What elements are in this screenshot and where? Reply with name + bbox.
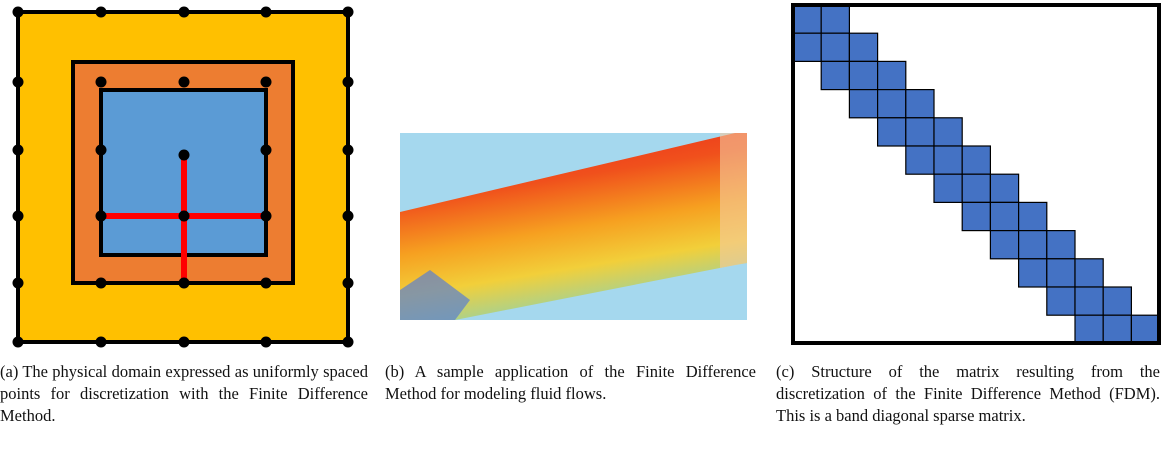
- nonzero-cell: [1074, 286, 1104, 316]
- grid-point: [12, 210, 24, 222]
- panels: [12, 3, 1161, 348]
- nonzero-cell: [1102, 314, 1132, 345]
- grid-point: [178, 210, 190, 222]
- nonzero-cell: [1074, 258, 1104, 288]
- nonzero-cell: [792, 32, 822, 63]
- grid-point: [12, 336, 24, 348]
- grid-point: [12, 277, 24, 289]
- grid-point: [95, 76, 107, 88]
- grid-point: [12, 144, 24, 156]
- nonzero-cell: [989, 230, 1020, 260]
- caption: (c) Structure of the matrix resulting fr…: [776, 362, 1160, 425]
- grid-point: [95, 144, 107, 156]
- grid-point: [178, 6, 190, 18]
- nonzero-cell: [961, 201, 992, 232]
- nonzero-cell: [848, 32, 879, 63]
- nonzero-cell: [1017, 201, 1048, 232]
- grid-point: [178, 76, 190, 88]
- grid-point: [342, 336, 354, 348]
- caption: (a) The physical domain expressed as uni…: [0, 362, 368, 425]
- nonzero-cell: [905, 145, 935, 175]
- grid-point: [12, 6, 24, 18]
- grid-point: [260, 336, 272, 348]
- nonzero-cell: [876, 117, 907, 147]
- sparse-matrix: [791, 3, 1161, 345]
- nonzero-cell: [933, 145, 963, 175]
- grid-point: [342, 144, 354, 156]
- grid-point: [342, 76, 354, 88]
- nonzero-cell: [961, 145, 992, 175]
- nonzero-cell: [905, 117, 935, 147]
- nonzero-cell: [1046, 230, 1076, 260]
- nonzero-cell: [820, 4, 851, 34]
- grid-point: [342, 210, 354, 222]
- nonzero-cell: [820, 32, 851, 63]
- caption: (b) A sample application of the Finite D…: [385, 362, 756, 403]
- nonzero-cell: [905, 88, 935, 119]
- matrix-border: [791, 3, 1161, 345]
- grid-point: [260, 76, 272, 88]
- grid-point: [95, 210, 107, 222]
- grid-point: [260, 6, 272, 18]
- nonzero-cell: [876, 60, 907, 91]
- nonzero-cell: [848, 60, 879, 91]
- nonzero-cell: [1102, 286, 1132, 316]
- fluid-image: [400, 133, 747, 320]
- nonzero-cell: [1017, 258, 1048, 288]
- nonzero-cell: [989, 201, 1020, 232]
- nonzero-cell: [961, 173, 992, 203]
- nonzero-cell: [1017, 230, 1048, 260]
- grid-point: [95, 6, 107, 18]
- nonzero-cell: [1130, 314, 1161, 345]
- grid-point: [178, 336, 190, 348]
- nonzero-cell: [820, 60, 851, 91]
- grid-point: [260, 144, 272, 156]
- grid-point: [95, 336, 107, 348]
- nonzero-cell: [1046, 286, 1076, 316]
- grid-point: [178, 277, 190, 289]
- nonzero-cell: [1046, 258, 1076, 288]
- nonzero-cell: [933, 117, 963, 147]
- nonzero-cell: [848, 88, 879, 119]
- nonzero-cell: [933, 173, 963, 203]
- grid-point: [260, 210, 272, 222]
- grid-point: [178, 149, 190, 161]
- grid-point: [12, 76, 24, 88]
- nonzero-cell: [1074, 314, 1104, 345]
- grid-point: [342, 277, 354, 289]
- domain-diagram: [12, 6, 354, 348]
- nonzero-cell: [989, 173, 1020, 203]
- grid-point: [95, 277, 107, 289]
- grid-point: [342, 6, 354, 18]
- nonzero-cell: [876, 88, 907, 119]
- nonzero-cell: [792, 4, 822, 34]
- grid-point: [260, 277, 272, 289]
